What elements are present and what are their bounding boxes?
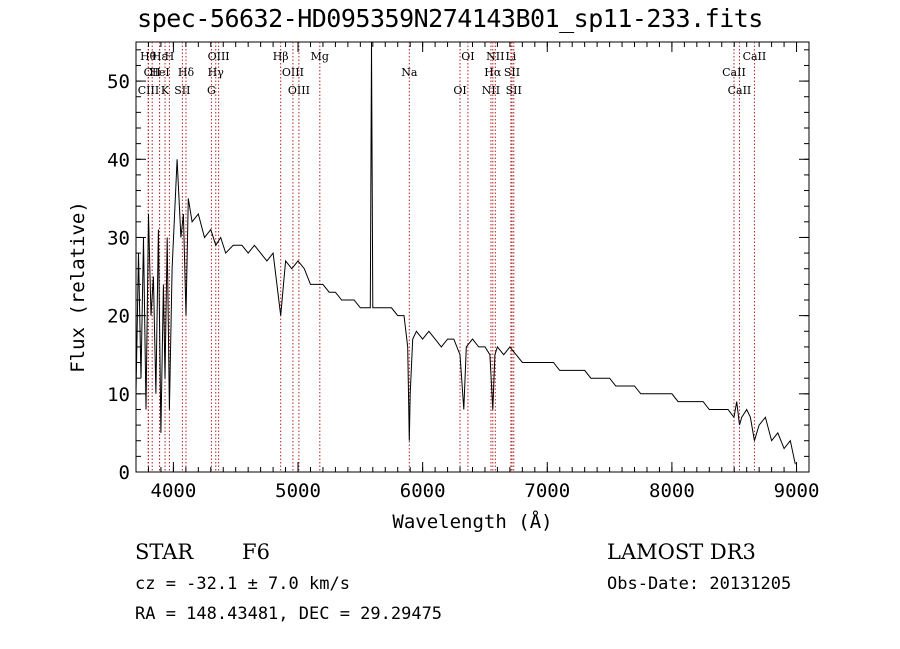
- y-tick-label: 50: [107, 71, 130, 93]
- coordinates: RA = 148.43481, DEC = 29.29475: [135, 604, 443, 624]
- x-tick-label: 8000: [649, 480, 695, 502]
- line-id-markers: [147, 42, 755, 472]
- line-label: CaII: [728, 84, 752, 97]
- line-label: OI: [461, 50, 474, 63]
- line-label: Mg: [311, 50, 329, 63]
- x-tick-label: 5000: [275, 480, 321, 502]
- line-label: OIII: [288, 84, 310, 97]
- line-label: CaII: [722, 66, 746, 79]
- line-label: OI: [453, 84, 466, 97]
- line-label: G: [207, 84, 216, 97]
- line-label: Na: [401, 66, 418, 79]
- object-class: STAR: [135, 540, 194, 564]
- line-label: NII: [486, 50, 504, 63]
- obs-date: Obs-Date: 20131205: [607, 574, 792, 594]
- axes: 4000 5000 6000 7000 8000 9000 0 10 20 30 40 50: [107, 42, 819, 502]
- redshift-cz: cz = -32.1 ± 7.0 km/s: [135, 574, 350, 594]
- y-tick-label: 40: [107, 149, 130, 171]
- line-label: OIII: [208, 50, 230, 63]
- x-tick-label: 9000: [774, 480, 820, 502]
- line-label: Li: [505, 50, 516, 63]
- line-label: K: [161, 84, 170, 97]
- line-label: CIII: [138, 84, 159, 97]
- survey-name: LAMOST DR3: [607, 540, 756, 564]
- line-label: Hα: [484, 66, 502, 79]
- line-label: SII: [174, 84, 190, 97]
- line-label: Hδ: [178, 66, 195, 79]
- x-tick-label: 6000: [400, 480, 446, 502]
- y-axis-label: Flux (relative): [67, 201, 89, 373]
- line-label: Hε: [152, 50, 168, 63]
- object-subclass: F6: [242, 540, 270, 564]
- y-tick-label: 0: [119, 462, 130, 484]
- y-tick-label: 30: [107, 227, 130, 249]
- x-tick-label: 7000: [524, 480, 570, 502]
- line-label: Hβ: [273, 50, 289, 63]
- line-label: H: [165, 50, 175, 63]
- x-tick-label: 4000: [151, 480, 197, 502]
- line-label: Hγ: [208, 66, 225, 79]
- line-label: OIII: [282, 66, 304, 79]
- line-id-labels: Hθ CII CIII Hε HeI K HHδ SII OIII Hγ G Hβ OIII OIII Mg…: [138, 50, 767, 97]
- x-axis-label: Wavelength (Å): [392, 510, 552, 533]
- line-label: HeI: [149, 66, 169, 79]
- line-label: NII: [482, 84, 500, 97]
- chart-title: spec-56632-HD095359N274143B01_sp11-233.f…: [137, 4, 763, 33]
- line-label: CII: [144, 66, 161, 79]
- line-label: SII: [504, 66, 520, 79]
- line-label: SII: [506, 84, 522, 97]
- line-label: CaII: [743, 50, 767, 63]
- spectrum-line: [135, 41, 796, 465]
- y-tick-label: 10: [107, 384, 130, 406]
- y-tick-label: 20: [107, 306, 130, 328]
- line-label: Hθ: [140, 50, 157, 63]
